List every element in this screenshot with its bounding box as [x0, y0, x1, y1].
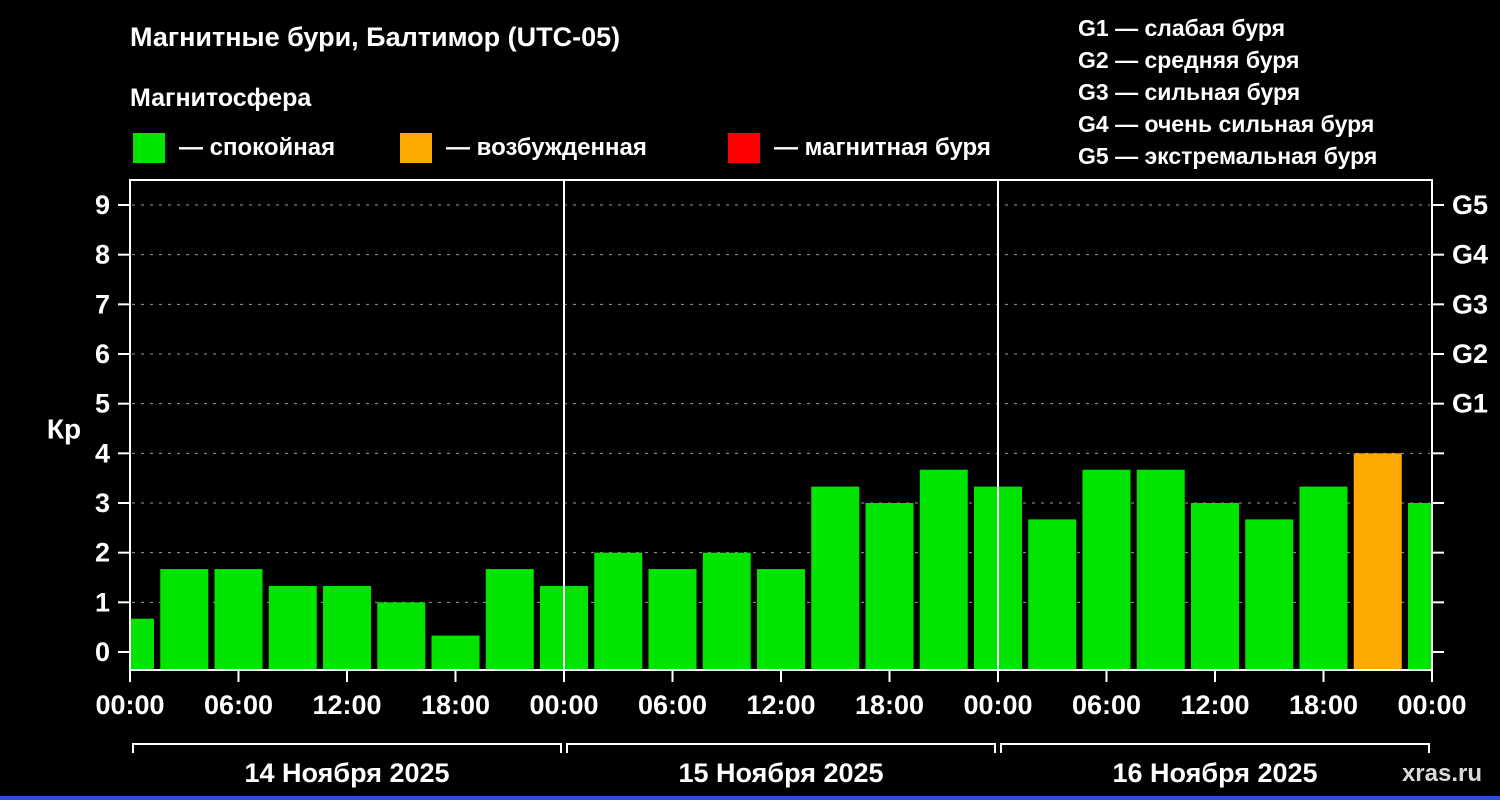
kp-bar: [268, 585, 317, 670]
x-tick-label: 00:00: [95, 690, 164, 720]
x-tick-label: 12:00: [312, 690, 381, 720]
g-axis-label: G2: [1452, 339, 1488, 369]
g-legend-line: G2 — средняя буря: [1078, 47, 1300, 73]
x-tick-label: 06:00: [204, 690, 273, 720]
date-bracket: [566, 743, 996, 753]
x-tick-label: 18:00: [855, 690, 924, 720]
kp-bar: [811, 486, 860, 670]
watermark-xras: xras.ru: [1401, 760, 1482, 787]
g-legend-line: G1 — слабая буря: [1078, 15, 1286, 41]
kp-bar: [1082, 469, 1131, 670]
kp-bar: [648, 569, 697, 670]
legend-color-swatch: [133, 133, 165, 163]
g-legend-line: G3 — сильная буря: [1078, 79, 1301, 105]
y-tick-label: 5: [95, 389, 110, 419]
kp-bar: [431, 635, 480, 670]
kp-bar: [1408, 503, 1432, 670]
date-label: 14 Ноября 2025: [244, 758, 449, 788]
date-label: 15 Ноября 2025: [678, 758, 883, 788]
x-tick-label: 00:00: [529, 690, 598, 720]
date-label: 16 Ноября 2025: [1112, 758, 1317, 788]
kp-bar: [865, 503, 914, 670]
kp-bar: [377, 602, 426, 670]
date-bracket: [132, 743, 562, 753]
x-tick-label: 06:00: [1072, 690, 1141, 720]
g-axis-label: G3: [1452, 289, 1488, 319]
legend-label: — спокойная: [179, 134, 336, 161]
legend-label: — возбужденная: [446, 134, 647, 161]
y-tick-label: 8: [95, 240, 110, 270]
kp-bar: [1136, 469, 1185, 670]
legend-item-2: — магнитная буря: [728, 133, 991, 163]
g-axis-label: G4: [1452, 240, 1488, 270]
kp-bar: [160, 569, 209, 670]
kp-bar: [1299, 486, 1348, 670]
magnetosphere-label: Магнитосфера: [130, 84, 312, 112]
y-tick-label: 0: [95, 637, 110, 667]
y-tick-label: 1: [95, 587, 110, 617]
chart-title: Магнитные бури, Балтимор (UTC-05): [130, 22, 621, 52]
kp-bar: [1028, 519, 1077, 670]
kp-bar: [1353, 453, 1402, 670]
kp-bar: [594, 552, 643, 670]
y-tick-label: 9: [95, 190, 110, 220]
kp-bar: [757, 569, 805, 670]
kp-bar: [323, 585, 371, 670]
x-tick-label: 18:00: [421, 690, 490, 720]
kp-bar: [1191, 503, 1239, 670]
legend-item-0: — спокойная: [133, 133, 335, 163]
g-axis-label: G5: [1452, 190, 1488, 220]
g-axis-label: G1: [1452, 389, 1488, 419]
x-tick-label: 18:00: [1289, 690, 1358, 720]
y-tick-label: 3: [95, 488, 110, 518]
x-tick-label: 00:00: [1397, 690, 1466, 720]
y-tick-label: 2: [95, 538, 110, 568]
g-legend-line: G5 — экстремальная буря: [1078, 143, 1378, 169]
y-tick-label: 7: [95, 289, 110, 319]
kp-bar: [702, 552, 751, 670]
kp-bar: [919, 469, 968, 670]
x-tick-label: 12:00: [1180, 690, 1249, 720]
kp-bar: [214, 569, 263, 670]
legend-label: — магнитная буря: [774, 134, 991, 161]
kp-bar: [485, 569, 534, 670]
date-bracket: [1000, 743, 1430, 753]
y-axis-title: Кр: [47, 414, 81, 445]
y-tick-label: 4: [95, 438, 110, 468]
legend-color-swatch: [728, 133, 760, 163]
kp-bar: [130, 618, 154, 670]
x-tick-label: 06:00: [638, 690, 707, 720]
x-tick-label: 12:00: [746, 690, 815, 720]
g-legend-line: G4 — очень сильная буря: [1078, 111, 1375, 137]
x-tick-label: 00:00: [963, 690, 1032, 720]
legend-item-1: — возбужденная: [400, 133, 647, 163]
state-legend: — спокойная — возбужденная — магнитная бур…: [0, 133, 1500, 167]
y-tick-label: 6: [95, 339, 110, 369]
kp-bar: [1245, 519, 1294, 670]
bottom-accent-strip: [0, 796, 1500, 800]
g-scale-legend: G1 — слабая буря G2 — средняя буря G3 — си…: [1078, 12, 1377, 172]
legend-color-swatch: [400, 133, 432, 163]
